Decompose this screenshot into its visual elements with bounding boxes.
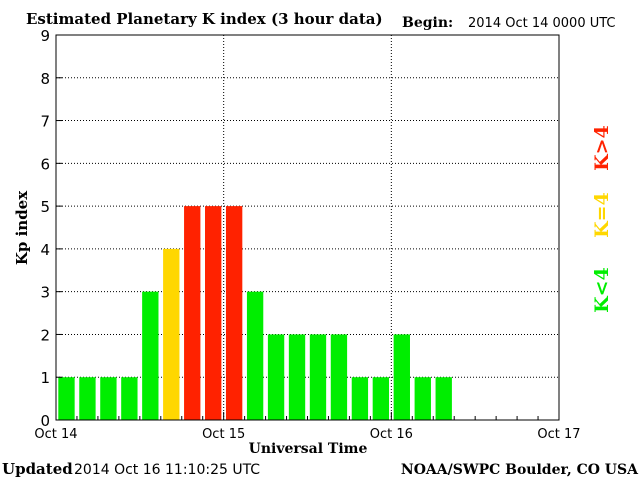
kp-bar [58, 377, 75, 420]
y-tick-label: 5 [40, 198, 50, 216]
kp-bar [351, 377, 369, 420]
kp-bar [372, 377, 390, 420]
legend-k-eq4: K=4 [591, 192, 613, 238]
y-tick-label: 9 [40, 27, 50, 45]
y-tick-label: 1 [40, 369, 50, 387]
kp-bar [246, 291, 264, 420]
y-tick-label: 8 [40, 70, 50, 88]
y-tick-label: 4 [40, 241, 50, 259]
plot-frame [55, 34, 560, 421]
y-ticks: 0 1 2 3 4 5 6 7 8 9 [40, 27, 62, 430]
x-tick-label: Oct 14 [34, 427, 77, 442]
kp-bar [435, 377, 452, 420]
y-axis-label: Kp index [13, 190, 31, 265]
kp-bar [100, 377, 117, 420]
kp-bar [309, 334, 327, 420]
y-tick-label: 6 [40, 155, 50, 173]
x-tick-label: Oct 15 [202, 427, 245, 442]
y-tick-label: 2 [40, 326, 50, 344]
y-tick-label: 3 [40, 284, 50, 302]
begin-label: Begin: [402, 15, 453, 31]
kp-bar [414, 377, 431, 420]
y-tick-label: 7 [40, 113, 50, 131]
kp-bar [288, 334, 306, 420]
kp-bar [121, 377, 138, 420]
updated-label: Updated [2, 460, 73, 478]
updated-value: 2014 Oct 16 11:10:25 UTC [74, 462, 260, 478]
kp-bar [163, 248, 180, 420]
legend-k-high: K>4 [591, 125, 613, 171]
kp-bar [79, 377, 96, 420]
kp-bar [142, 291, 159, 420]
bars [58, 206, 452, 420]
x-tick-label: Oct 16 [370, 427, 413, 442]
x-tick-label: Oct 17 [537, 427, 580, 442]
y-tick-label: 0 [40, 412, 50, 430]
kp-bar [330, 334, 348, 420]
kp-bar [225, 206, 243, 420]
kp-bar [184, 206, 201, 420]
credit-text: NOAA/SWPC Boulder, CO USA [401, 462, 639, 478]
kp-bar [267, 334, 285, 420]
kp-bar [393, 334, 410, 420]
x-ticks: Oct 14 Oct 15 Oct 16 Oct 17 [34, 412, 581, 442]
chart-title: Estimated Planetary K index (3 hour data… [26, 10, 383, 28]
x-axis-label: Universal Time [249, 441, 368, 457]
kp-bar [205, 206, 222, 420]
legend-k-low: K<4 [591, 267, 613, 313]
begin-value: 2014 Oct 14 0000 UTC [468, 16, 616, 31]
grid [56, 35, 559, 420]
